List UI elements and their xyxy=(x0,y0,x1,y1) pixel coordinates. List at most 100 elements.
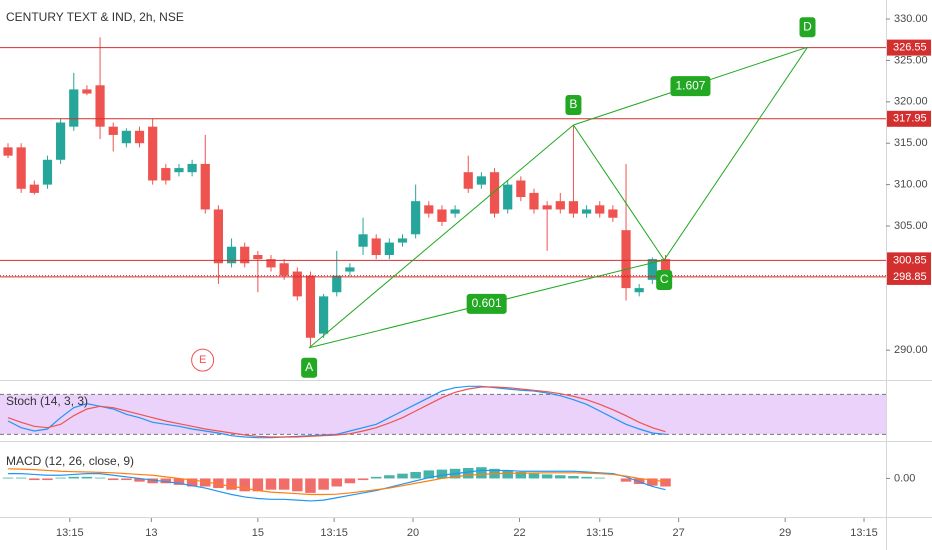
candle-body xyxy=(200,163,210,210)
candle-body xyxy=(489,172,500,214)
candle-body xyxy=(134,130,145,144)
histogram-bar xyxy=(660,478,671,487)
price-label-box xyxy=(887,39,931,56)
candle-body xyxy=(660,259,671,280)
candle-body xyxy=(29,184,39,193)
point-box xyxy=(301,357,318,378)
y-tick-label: 315.00 xyxy=(894,137,928,149)
candle-body xyxy=(581,209,592,214)
candle-body xyxy=(174,168,184,173)
candle-body xyxy=(516,180,526,198)
candle-body xyxy=(332,275,342,293)
candle-body xyxy=(95,85,105,127)
histogram-bar xyxy=(213,478,224,489)
candle-body xyxy=(226,246,237,264)
pattern-line xyxy=(308,124,574,349)
ratio-box xyxy=(670,76,711,97)
candle-body xyxy=(266,259,276,268)
histogram-bar xyxy=(107,478,119,481)
candle-body xyxy=(305,275,316,338)
histogram-bar xyxy=(397,473,408,479)
stoch-line xyxy=(7,385,666,439)
pattern-line xyxy=(663,46,808,261)
point-box xyxy=(656,269,673,290)
histogram-bar xyxy=(331,478,343,487)
indicator-title: MACD (12, 26, close, 9) xyxy=(6,454,134,468)
ratio-label: 1.607 xyxy=(675,78,705,92)
price-label-box xyxy=(887,110,931,127)
candle-body xyxy=(463,172,473,189)
candle-body xyxy=(213,209,224,264)
y-tick-label: 330.00 xyxy=(894,13,928,25)
y-tick-label: 325.00 xyxy=(894,54,928,66)
x-tick-label: 22 xyxy=(513,527,525,539)
histogram-bar xyxy=(502,470,513,479)
x-tick-label: 13:15 xyxy=(850,527,878,539)
x-tick-label: 27 xyxy=(673,527,685,539)
price-label-box xyxy=(887,268,931,285)
histogram-bar xyxy=(55,477,66,479)
candle-body xyxy=(42,159,53,185)
price-label: 317.95 xyxy=(893,113,927,125)
candle-body xyxy=(16,147,26,189)
x-tick-label: 13:15 xyxy=(586,527,614,539)
point-box xyxy=(799,17,816,38)
ratio-box xyxy=(466,293,507,314)
histogram-bar xyxy=(436,469,448,479)
x-tick-label: 13:15 xyxy=(320,527,348,539)
candle-body xyxy=(621,230,631,289)
candle-body xyxy=(253,254,263,260)
candle-body xyxy=(450,209,460,214)
candle-body xyxy=(424,205,434,214)
candle-body xyxy=(69,89,79,127)
price-label: 326.55 xyxy=(893,42,927,54)
x-tick-label: 13:15 xyxy=(56,527,84,539)
candle-body xyxy=(503,184,513,210)
candle-body xyxy=(555,201,565,210)
histogram-bar xyxy=(370,476,382,479)
histogram-bar xyxy=(29,478,40,481)
histogram-bar xyxy=(568,476,579,479)
candle-body xyxy=(647,259,657,280)
y-tick-label: 310.00 xyxy=(894,179,928,191)
point-label: B xyxy=(569,97,577,111)
histogram-bar xyxy=(42,478,53,481)
histogram-bar xyxy=(344,478,356,484)
histogram-bar xyxy=(476,467,487,479)
histogram-bar xyxy=(121,478,132,481)
candle-body xyxy=(529,192,539,210)
x-tick-label: 13 xyxy=(145,527,157,539)
annotation-circle xyxy=(191,348,215,372)
candle-body xyxy=(634,288,644,293)
y-tick-label: 320.00 xyxy=(894,96,928,108)
histogram-bar xyxy=(160,478,172,484)
point-label: D xyxy=(803,19,812,33)
title-bg xyxy=(0,8,170,28)
histogram-bar xyxy=(384,475,395,479)
histogram-bar xyxy=(278,478,290,490)
candle-body xyxy=(108,126,118,135)
histogram-bar xyxy=(647,478,658,486)
histogram-bar xyxy=(305,478,316,493)
histogram-bar xyxy=(357,478,369,481)
band-fill xyxy=(0,394,886,435)
candle-body xyxy=(595,205,605,214)
histogram-bar xyxy=(252,478,264,492)
histogram-bar xyxy=(94,477,106,479)
price-label-box xyxy=(887,252,931,269)
histogram-bar xyxy=(581,476,592,479)
candle-body xyxy=(240,246,250,264)
point-box xyxy=(565,95,582,116)
histogram-bar xyxy=(620,478,632,482)
stoch-line xyxy=(7,386,666,438)
x-tick-label: 15 xyxy=(252,527,264,539)
histogram-bar xyxy=(239,478,250,492)
x-tick-label: 20 xyxy=(407,527,419,539)
candle-body xyxy=(121,130,131,144)
candle-body xyxy=(358,234,368,247)
candle-body xyxy=(279,263,289,276)
histogram-bar xyxy=(265,478,277,490)
histogram-bar xyxy=(528,473,540,479)
histogram-bar xyxy=(462,468,474,479)
